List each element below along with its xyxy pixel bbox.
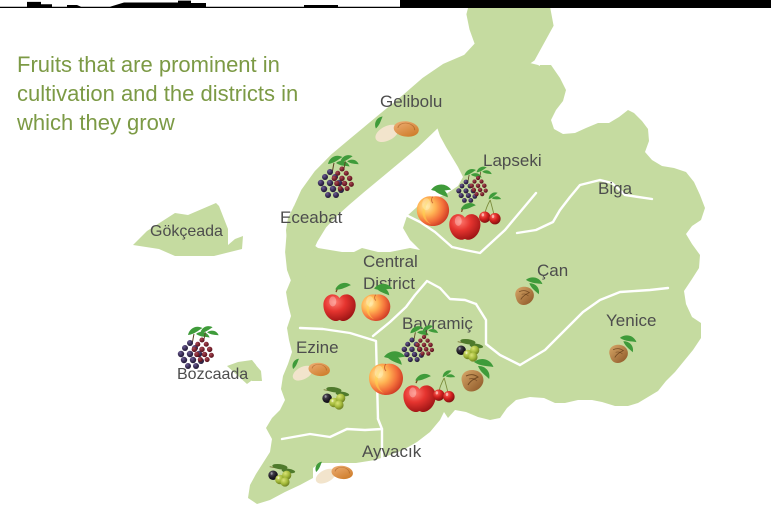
svg-text:Ezine: Ezine [296, 338, 339, 357]
svg-text:Gökçeada: Gökçeada [150, 223, 223, 240]
svg-text:Yenice: Yenice [606, 311, 656, 330]
svg-text:Ayvacık: Ayvacık [362, 442, 422, 461]
svg-text:District: District [363, 274, 415, 293]
svg-text:Gelibolu: Gelibolu [380, 92, 442, 111]
svg-text:Central: Central [363, 252, 418, 271]
svg-text:Biga: Biga [598, 179, 633, 198]
svg-text:Eceabat: Eceabat [280, 208, 343, 227]
svg-text:Lapseki: Lapseki [483, 151, 542, 170]
svg-text:Çan: Çan [537, 261, 568, 280]
